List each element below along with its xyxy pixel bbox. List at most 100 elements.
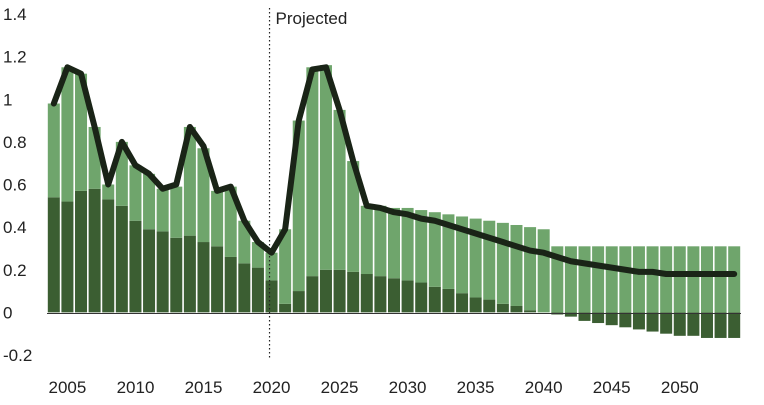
bar-light-2006 xyxy=(75,73,88,191)
bar-dark-2036 xyxy=(483,299,496,313)
bar-light-2040 xyxy=(537,229,550,313)
bar-dark-2007 xyxy=(88,188,101,313)
bar-light-2029 xyxy=(388,207,401,279)
bar-dark-2005 xyxy=(61,201,74,313)
bar-dark-2004 xyxy=(47,197,60,313)
bar-light-2024 xyxy=(319,65,332,270)
x-tick-label: 2020 xyxy=(253,378,291,397)
x-tick-label: 2025 xyxy=(321,378,359,397)
bar-light-2031 xyxy=(415,210,428,283)
bar-dark-2046 xyxy=(619,312,632,328)
bar-light-2016 xyxy=(211,190,224,247)
bar-light-2011 xyxy=(143,173,156,230)
bar-dark-2039 xyxy=(524,310,537,313)
bar-light-2048 xyxy=(646,246,659,313)
bar-light-2049 xyxy=(660,246,673,313)
bar-light-2037 xyxy=(496,222,509,304)
x-tick-label: 2015 xyxy=(185,378,223,397)
x-tick-label: 2010 xyxy=(117,378,155,397)
total-line xyxy=(50,64,738,278)
bar-dark-2043 xyxy=(578,312,591,321)
y-tick-label: 0.8 xyxy=(3,133,27,152)
y-tick-label: 1.2 xyxy=(3,48,27,67)
bar-light-2033 xyxy=(442,214,455,289)
bar-dark-2042 xyxy=(564,312,577,317)
bar-dark-2029 xyxy=(388,278,401,313)
y-tick-label: 1.4 xyxy=(3,5,27,24)
x-tick-label: 2030 xyxy=(389,378,427,397)
bars-layer xyxy=(47,65,741,338)
bar-dark-2015 xyxy=(197,242,210,313)
bar-light-2021 xyxy=(279,229,292,304)
y-tick-label: 0.4 xyxy=(3,218,27,237)
bar-light-2032 xyxy=(428,212,441,287)
bar-dark-2014 xyxy=(183,235,196,313)
bar-light-2023 xyxy=(306,67,319,277)
bar-dark-2016 xyxy=(211,246,224,313)
bar-dark-2052 xyxy=(700,312,713,338)
y-tick-label: 0 xyxy=(3,303,12,322)
bar-dark-2028 xyxy=(374,276,387,313)
bar-dark-2021 xyxy=(279,303,292,313)
bar-dark-2030 xyxy=(401,280,414,313)
bar-dark-2017 xyxy=(224,256,237,313)
bar-dark-2032 xyxy=(428,286,441,313)
bar-dark-2048 xyxy=(646,312,659,332)
bar-dark-2035 xyxy=(469,297,482,313)
bar-dark-2009 xyxy=(115,205,128,313)
bar-light-2052 xyxy=(700,246,713,313)
bar-dark-2011 xyxy=(143,229,156,313)
bar-dark-2006 xyxy=(75,190,88,313)
bar-light-2042 xyxy=(564,246,577,313)
bar-dark-2010 xyxy=(129,220,142,313)
bar-dark-2018 xyxy=(238,263,251,313)
bar-dark-2047 xyxy=(632,312,645,330)
bar-dark-2037 xyxy=(496,303,509,313)
bar-dark-2026 xyxy=(347,271,360,313)
bar-dark-2054 xyxy=(728,312,741,338)
bar-light-2027 xyxy=(360,205,373,275)
bar-light-2004 xyxy=(47,103,60,198)
bar-dark-2051 xyxy=(687,312,700,336)
x-tick-label: 2045 xyxy=(593,378,631,397)
bar-light-2030 xyxy=(401,207,414,281)
bar-light-2005 xyxy=(61,67,74,202)
x-tick-label: 2050 xyxy=(661,378,699,397)
bar-light-2014 xyxy=(183,126,196,236)
x-tick-label: 2040 xyxy=(525,378,563,397)
bar-light-2028 xyxy=(374,205,387,277)
bar-dark-2013 xyxy=(170,237,183,313)
bar-dark-2044 xyxy=(592,312,605,324)
x-tick-label: 2035 xyxy=(457,378,495,397)
bar-light-2039 xyxy=(524,227,537,311)
bar-dark-2053 xyxy=(714,312,727,338)
bar-light-2054 xyxy=(728,246,741,313)
bar-dark-2050 xyxy=(673,312,686,336)
bar-dark-2038 xyxy=(510,305,523,313)
x-tick-label: 2005 xyxy=(48,378,86,397)
x-axis-tick-labels: 2005 2010 2015 2020 2025 2030 2035 2040 2045 2050 xyxy=(48,378,698,397)
bar-dark-2027 xyxy=(360,274,373,313)
y-tick-label: 0.6 xyxy=(3,176,27,195)
bar-light-2013 xyxy=(170,186,183,238)
y-tick-label: 1 xyxy=(3,90,12,109)
bar-light-2043 xyxy=(578,246,591,313)
bar-light-2044 xyxy=(592,246,605,313)
bar-light-2018 xyxy=(238,220,251,264)
bar-light-2053 xyxy=(714,246,727,313)
bar-light-2010 xyxy=(129,165,142,221)
line-layer xyxy=(50,64,738,278)
bar-dark-2020 xyxy=(265,280,278,313)
bar-dark-2031 xyxy=(415,282,428,313)
bar-light-2017 xyxy=(224,186,237,257)
bar-light-2026 xyxy=(347,161,360,272)
y-tick-label: 0.2 xyxy=(3,261,27,280)
projected-annotation: Projected xyxy=(276,9,348,28)
bar-light-2041 xyxy=(551,246,564,313)
bar-dark-2022 xyxy=(292,291,305,313)
bar-light-2034 xyxy=(456,216,469,294)
bar-dark-2012 xyxy=(156,231,169,313)
bar-dark-2049 xyxy=(660,312,673,334)
